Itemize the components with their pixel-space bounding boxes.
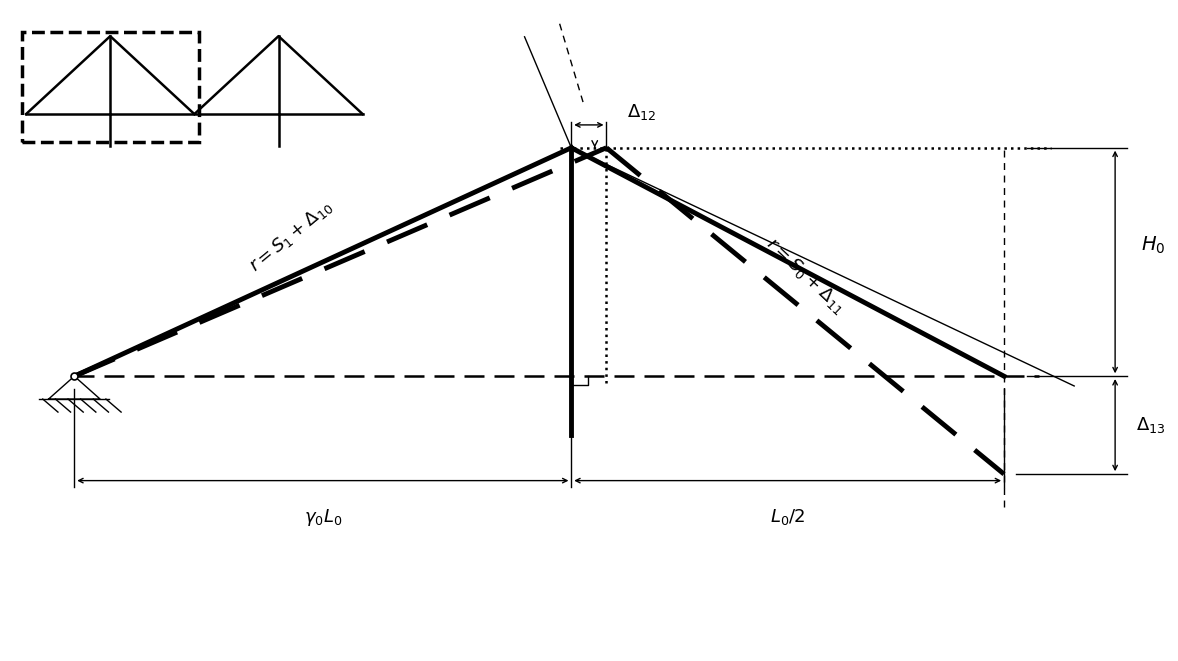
Text: $H_0$: $H_0$ xyxy=(1140,235,1165,256)
Text: $\Delta_{12}$: $\Delta_{12}$ xyxy=(628,102,656,122)
Text: $\gamma_0 L_0$: $\gamma_0 L_0$ xyxy=(304,507,342,527)
Text: $L_0/2$: $L_0/2$ xyxy=(769,507,806,527)
Bar xyxy=(22,32,199,141)
Text: $r = S_1 + \Delta_{10}$: $r = S_1 + \Delta_{10}$ xyxy=(245,196,336,276)
Text: $r = S_0 + \Delta_{11}$: $r = S_0 + \Delta_{11}$ xyxy=(762,233,848,317)
Text: $\Delta_{13}$: $\Delta_{13}$ xyxy=(1136,415,1165,435)
